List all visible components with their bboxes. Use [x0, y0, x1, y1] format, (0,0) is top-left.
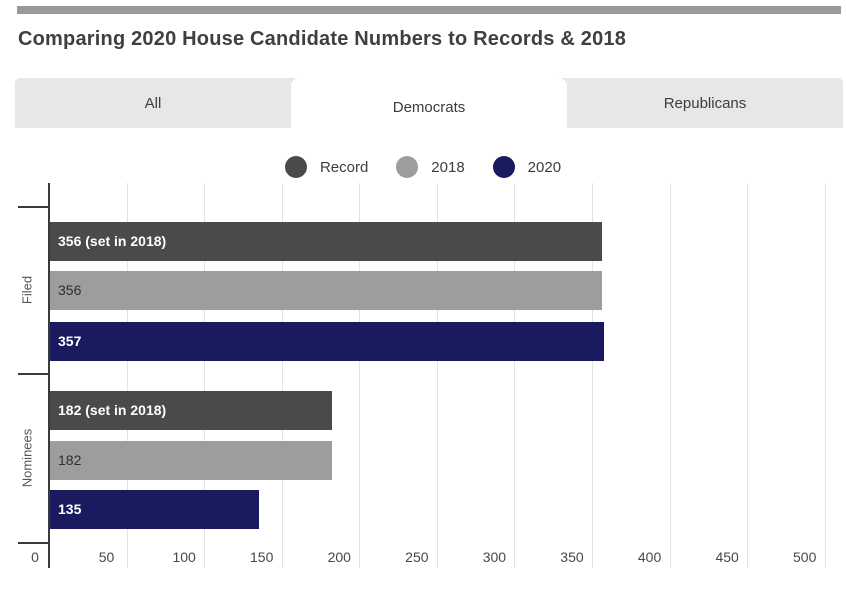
legend-swatch-circle: [492, 156, 515, 178]
gridline: [126, 183, 128, 568]
category-divider-tick: [18, 542, 50, 544]
legend-swatch-circle: [396, 156, 419, 178]
bar-value-label: 356: [58, 282, 82, 298]
gridline: [591, 183, 593, 568]
x-tick-label: 250: [405, 549, 429, 565]
bar-value-label: 135: [58, 501, 82, 517]
bar-nominees-2018[interactable]: 182: [50, 441, 332, 480]
legend-label: 2020: [527, 158, 562, 176]
gridline: [436, 183, 438, 568]
tab-bar: All Democrats Republicans: [15, 78, 843, 136]
bar-nominees-record[interactable]: 182 (set in 2018): [50, 391, 332, 430]
tab-democrats[interactable]: Democrats: [291, 78, 567, 136]
x-tick-label: 50: [98, 549, 115, 565]
horizontal-scrollbar[interactable]: [17, 6, 841, 14]
x-tick-label: 100: [172, 549, 196, 565]
legend-item-2020: 2020: [492, 156, 562, 178]
gridline: [514, 183, 516, 568]
bar-nominees-2020[interactable]: 135: [50, 490, 259, 529]
legend-item-2018: 2018: [396, 156, 465, 178]
bar-filed-record[interactable]: 356 (set in 2018): [50, 222, 602, 261]
category-label-nominees: Nominees: [19, 428, 35, 488]
x-tick-label: 400: [637, 549, 662, 565]
category-divider-tick: [18, 373, 50, 375]
page-title: Comparing 2020 House Candidate Numbers t…: [18, 28, 627, 50]
x-tick-label: 0: [31, 549, 39, 565]
chart-legend: Record 2018 2020: [0, 156, 846, 178]
tab-republicans[interactable]: Republicans: [663, 94, 747, 112]
legend-label: 2018: [431, 158, 465, 176]
gridline: [669, 183, 671, 568]
legend-label: Record: [319, 158, 369, 176]
x-tick-label: 300: [482, 549, 507, 565]
bar-value-label: 182 (set in 2018): [58, 402, 167, 418]
bar-filed-2018[interactable]: 356: [50, 271, 602, 310]
bar-value-label: 356 (set in 2018): [58, 233, 167, 249]
category-divider-tick: [18, 206, 50, 208]
y-axis-line: [48, 183, 50, 568]
gridline: [281, 183, 283, 568]
gridline: [747, 183, 749, 568]
tab-all[interactable]: All: [144, 94, 162, 112]
x-tick-label: 150: [250, 549, 274, 565]
category-label-filed: Filed: [19, 275, 35, 305]
bar-filed-2020[interactable]: 357: [50, 322, 604, 361]
legend-item-record: Record: [284, 156, 369, 178]
gridline: [359, 183, 361, 568]
gridline: [824, 183, 826, 568]
bar-value-label: 182: [58, 452, 82, 468]
x-tick-label: 200: [327, 549, 351, 565]
legend-swatch-circle: [284, 156, 307, 178]
x-tick-label: 350: [560, 549, 584, 565]
gridline: [204, 183, 206, 568]
bar-value-label: 357: [58, 333, 82, 349]
x-tick-label: 450: [715, 549, 739, 565]
x-tick-label: 500: [793, 549, 817, 565]
